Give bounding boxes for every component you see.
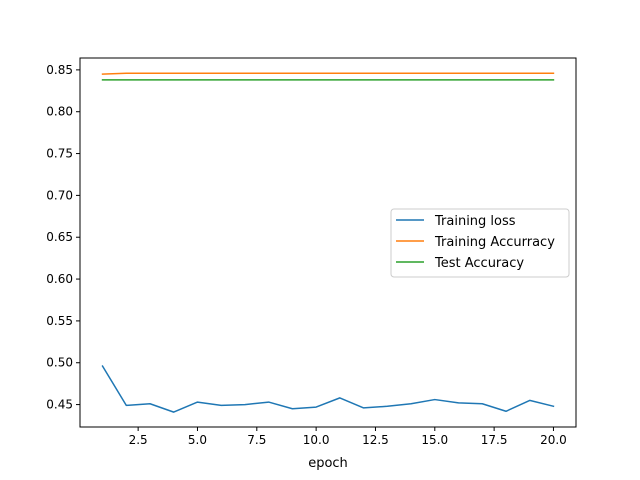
y-tick-label: 0.55 (46, 314, 73, 328)
x-tick-label: 20.0 (540, 433, 567, 447)
legend: Training loss Training Accurracy Test Accu… (390, 208, 570, 278)
x-axis-label: epoch (308, 456, 348, 471)
y-tick-label: 0.75 (46, 147, 73, 161)
x-axis-ticks: 2.5 5.0 7.5 10.0 12.5 15.0 17.5 20.0 (129, 427, 567, 447)
legend-label-1: Training Accurracy (434, 235, 555, 250)
legend-label-0: Training loss (434, 214, 516, 229)
y-tick-label: 0.80 (46, 105, 73, 119)
x-tick-label: 7.5 (247, 433, 266, 447)
x-tick-label: 2.5 (129, 433, 148, 447)
y-axis-ticks: 0.45 0.50 0.55 0.60 0.65 0.70 0.75 0.80 0.85 (46, 63, 80, 412)
y-tick-label: 0.70 (46, 188, 73, 202)
plot-area (101, 72, 555, 413)
x-tick-label: 17.5 (481, 433, 508, 447)
legend-box (390, 208, 570, 278)
x-tick-label: 12.5 (362, 433, 389, 447)
y-tick-label: 0.65 (46, 230, 73, 244)
axes-frame (79, 57, 577, 428)
legend-label-2: Test Accuracy (434, 256, 524, 271)
y-tick-label: 0.50 (46, 356, 73, 370)
x-tick-label: 15.0 (421, 433, 448, 447)
series-line-1 (101, 72, 555, 75)
y-tick-label: 0.45 (46, 398, 73, 412)
y-tick-label: 0.85 (46, 63, 73, 77)
series-line-0 (101, 365, 555, 413)
x-tick-label: 10.0 (303, 433, 330, 447)
y-tick-label: 0.60 (46, 272, 73, 286)
x-tick-label: 5.0 (188, 433, 207, 447)
